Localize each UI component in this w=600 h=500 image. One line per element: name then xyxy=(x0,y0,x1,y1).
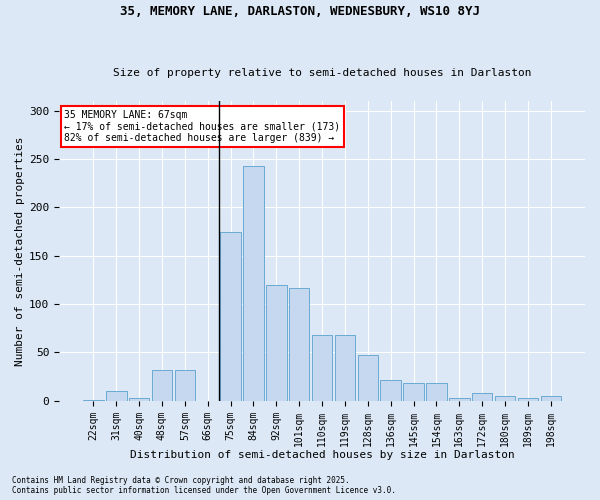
Bar xyxy=(403,384,424,401)
Bar xyxy=(266,285,287,401)
X-axis label: Distribution of semi-detached houses by size in Darlaston: Distribution of semi-detached houses by … xyxy=(130,450,514,460)
Bar xyxy=(541,396,561,401)
Bar xyxy=(518,398,538,401)
Bar xyxy=(495,396,515,401)
Bar xyxy=(106,391,127,401)
Bar xyxy=(426,384,447,401)
Bar xyxy=(335,335,355,401)
Bar xyxy=(472,393,493,401)
Bar xyxy=(358,356,378,401)
Bar xyxy=(220,232,241,401)
Bar xyxy=(152,370,172,401)
Bar xyxy=(83,400,104,401)
Bar xyxy=(175,370,195,401)
Y-axis label: Number of semi-detached properties: Number of semi-detached properties xyxy=(15,136,25,366)
Text: 35, MEMORY LANE, DARLASTON, WEDNESBURY, WS10 8YJ: 35, MEMORY LANE, DARLASTON, WEDNESBURY, … xyxy=(120,5,480,18)
Text: Contains HM Land Registry data © Crown copyright and database right 2025.
Contai: Contains HM Land Registry data © Crown c… xyxy=(12,476,396,495)
Bar xyxy=(449,398,470,401)
Text: 35 MEMORY LANE: 67sqm
← 17% of semi-detached houses are smaller (173)
82% of sem: 35 MEMORY LANE: 67sqm ← 17% of semi-deta… xyxy=(64,110,341,143)
Bar xyxy=(243,166,264,401)
Bar xyxy=(289,288,310,401)
Bar xyxy=(129,398,149,401)
Title: Size of property relative to semi-detached houses in Darlaston: Size of property relative to semi-detach… xyxy=(113,68,532,78)
Bar xyxy=(380,380,401,401)
Bar xyxy=(312,335,332,401)
